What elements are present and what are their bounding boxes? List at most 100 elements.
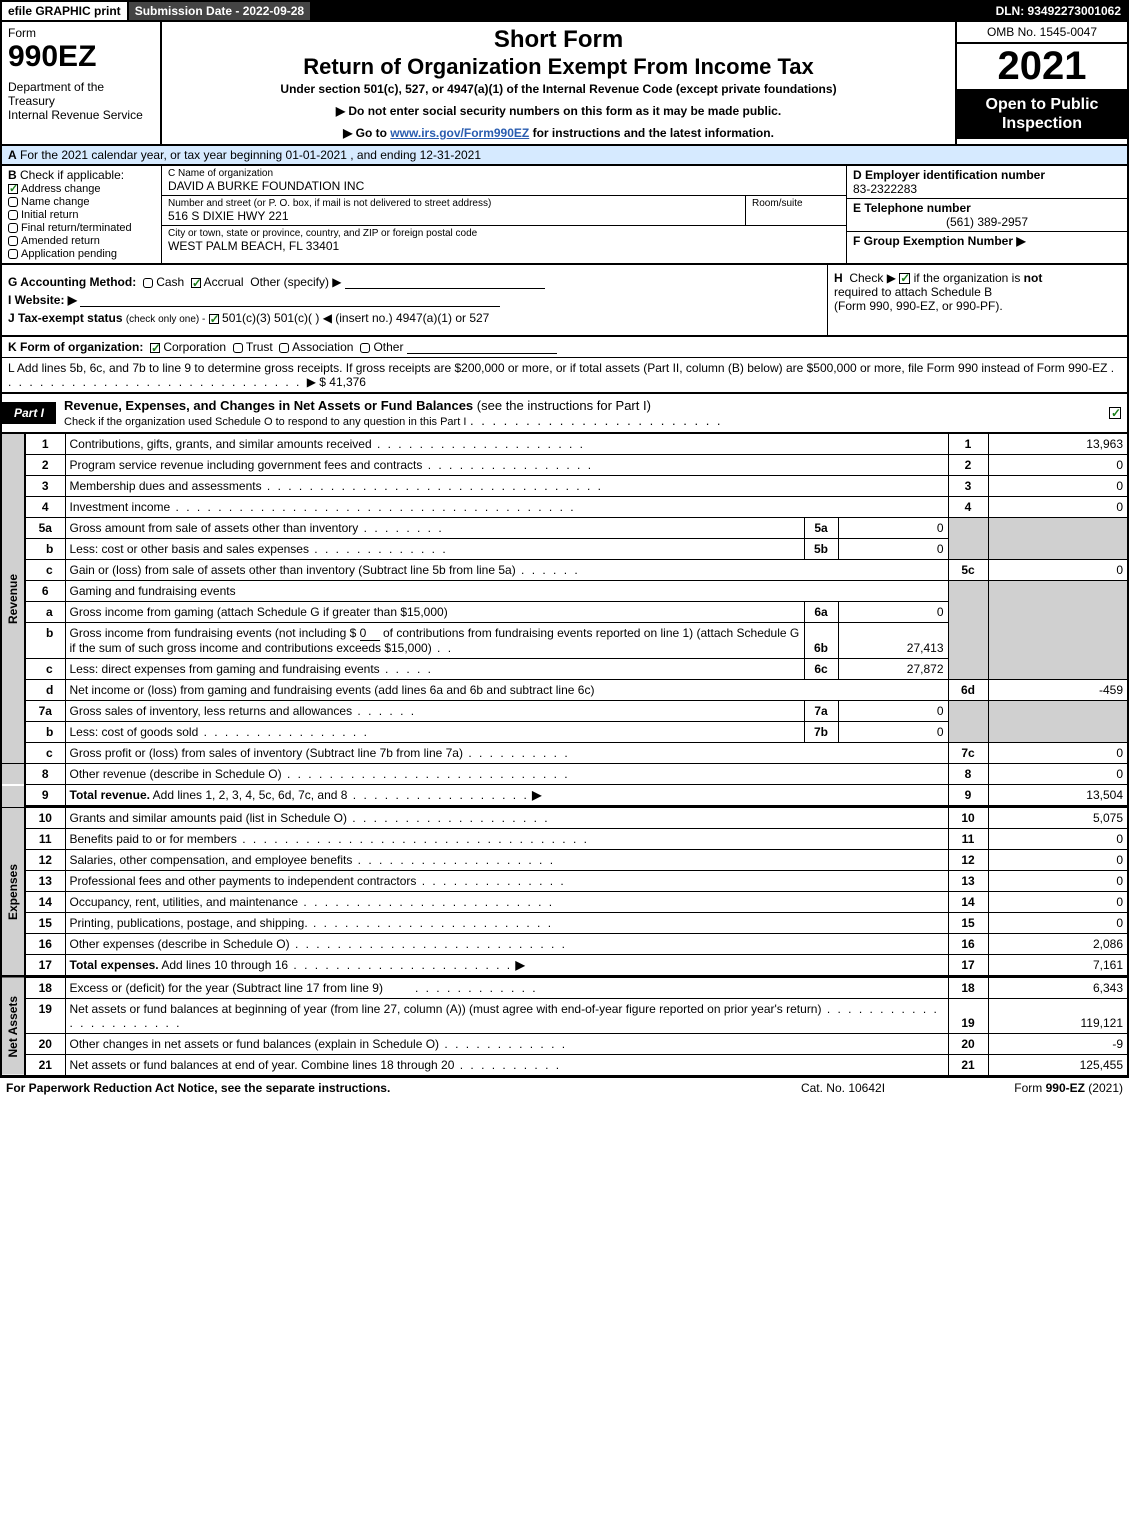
line-10-desc: Grants and similar amounts paid (list in… — [65, 807, 948, 829]
rev-side-end — [1, 785, 25, 807]
form-ref: Form 990-EZ (2021) — [943, 1081, 1123, 1095]
checkbox-icon — [8, 223, 18, 233]
line-17-no: 17 — [25, 955, 65, 977]
chk-association[interactable] — [279, 343, 289, 353]
line-10-val: 5,075 — [988, 807, 1128, 829]
h-t2: if the organization is — [914, 271, 1024, 285]
line-6c-mval: 27,872 — [838, 659, 948, 680]
h-t4: (Form 990, 990-EZ, or 990-PF). — [834, 299, 1003, 313]
line-5c-no: c — [25, 560, 65, 581]
line-16-no: 16 — [25, 934, 65, 955]
line-7c-no: c — [25, 743, 65, 764]
radio-accrual[interactable]: ✓ — [191, 278, 201, 288]
line-17-desc: Total expenses. Add lines 10 through 16 … — [65, 955, 948, 977]
chk-label: Name change — [21, 196, 90, 208]
page-footer: For Paperwork Reduction Act Notice, see … — [0, 1077, 1129, 1098]
chk-initial-return[interactable]: Initial return — [8, 209, 155, 221]
line-6b-desc: Gross income from fundraising events (no… — [65, 623, 804, 659]
line-7a-desc: Gross sales of inventory, less returns a… — [65, 701, 804, 722]
form-label: Form — [8, 26, 154, 40]
h-t3: required to attach Schedule B — [834, 285, 992, 299]
checkbox-icon — [8, 236, 18, 246]
line-6a-mref: 6a — [804, 602, 838, 623]
line-14-ref: 14 — [948, 892, 988, 913]
line-5a-mval: 0 — [838, 518, 948, 539]
irs-link[interactable]: www.irs.gov/Form990EZ — [390, 126, 529, 140]
org-name: DAVID A BURKE FOUNDATION INC — [168, 179, 840, 193]
ein: 83-2322283 — [853, 182, 917, 196]
gh-block: G Accounting Method: Cash ✓ Accrual Othe… — [0, 265, 1129, 337]
line-4-desc: Investment income . . . . . . . . . . . … — [65, 497, 948, 518]
checkbox-icon — [8, 249, 18, 259]
line-12-desc: Salaries, other compensation, and employ… — [65, 850, 948, 871]
part1-schedule-o-check[interactable] — [1109, 407, 1121, 419]
i-website: I Website: ▶ — [8, 293, 821, 307]
chk-label: Initial return — [21, 209, 78, 221]
line-15-desc: Printing, publications, postage, and shi… — [65, 913, 948, 934]
line-21-no: 21 — [25, 1055, 65, 1077]
radio-cash[interactable] — [143, 278, 153, 288]
chk-name-change[interactable]: Name change — [8, 196, 155, 208]
line-7c-val: 0 — [988, 743, 1128, 764]
line-6c-no: c — [25, 659, 65, 680]
line-4-ref: 4 — [948, 497, 988, 518]
line-18-val: 6,343 — [988, 977, 1128, 999]
line-6c-mref: 6c — [804, 659, 838, 680]
g-other-line[interactable] — [345, 275, 545, 289]
expenses-side-label: Expenses — [1, 807, 25, 977]
netassets-side-label: Net Assets — [1, 977, 25, 1077]
chk-501c3[interactable]: ✓ — [209, 314, 219, 324]
line-20-val: -9 — [988, 1034, 1128, 1055]
chk-final-return[interactable]: Final return/terminated — [8, 222, 155, 234]
grey-6abc — [948, 581, 988, 680]
line-19-no: 19 — [25, 999, 65, 1034]
line-5b-desc: Less: cost or other basis and sales expe… — [65, 539, 804, 560]
line-18-ref: 18 — [948, 977, 988, 999]
checkbox-icon — [8, 210, 18, 220]
col-c: C Name of organization DAVID A BURKE FOU… — [162, 166, 847, 263]
dln: DLN: 93492273001062 — [990, 2, 1127, 20]
line-3-ref: 3 — [948, 476, 988, 497]
efile-print[interactable]: efile GRAPHIC print — [2, 2, 129, 20]
line-17-ref: 17 — [948, 955, 988, 977]
chk-trust[interactable] — [233, 343, 243, 353]
chk-app-pending[interactable]: Application pending — [8, 248, 155, 260]
col-b: B Check if applicable: Address change Na… — [2, 166, 162, 263]
goto-post: for instructions and the latest informat… — [529, 126, 774, 140]
chk-corporation[interactable]: ✓ — [150, 343, 160, 353]
line-8-ref: 8 — [948, 764, 988, 785]
line-16-ref: 16 — [948, 934, 988, 955]
line-10-no: 10 — [25, 807, 65, 829]
part1-check-text: Check if the organization used Schedule … — [64, 416, 466, 428]
chk-address-change[interactable]: Address change — [8, 183, 155, 195]
line-7b-mval: 0 — [838, 722, 948, 743]
chk-h[interactable]: ✓ — [899, 273, 910, 284]
j-label: J Tax-exempt status — [8, 311, 123, 325]
line-11-no: 11 — [25, 829, 65, 850]
line-1-no: 1 — [25, 434, 65, 455]
line-18-no: 18 — [25, 977, 65, 999]
line-6d-ref: 6d — [948, 680, 988, 701]
org-city: WEST PALM BEACH, FL 33401 — [168, 239, 840, 253]
k-other-line[interactable] — [407, 342, 557, 354]
revenue-side-label: Revenue — [1, 434, 25, 764]
chk-other[interactable] — [360, 343, 370, 353]
cat-no: Cat. No. 10642I — [743, 1081, 943, 1095]
line-5b-mref: 5b — [804, 539, 838, 560]
line-16-val: 2,086 — [988, 934, 1128, 955]
omb-number: OMB No. 1545-0047 — [957, 22, 1127, 44]
line-14-no: 14 — [25, 892, 65, 913]
topbar-spacer — [312, 2, 989, 20]
website-line[interactable] — [80, 293, 500, 307]
e-label: E Telephone number — [853, 201, 971, 215]
part1-title: Revenue, Expenses, and Changes in Net As… — [64, 398, 473, 413]
line-6a-no: a — [25, 602, 65, 623]
k-label: K Form of organization: — [8, 340, 143, 354]
part1-tab: Part I — [2, 402, 56, 424]
line-5b-no: b — [25, 539, 65, 560]
h-label: H — [834, 271, 843, 285]
chk-amended-return[interactable]: Amended return — [8, 235, 155, 247]
telephone: (561) 389-2957 — [853, 215, 1121, 229]
line-4-val: 0 — [988, 497, 1128, 518]
line-5a-no: 5a — [25, 518, 65, 539]
